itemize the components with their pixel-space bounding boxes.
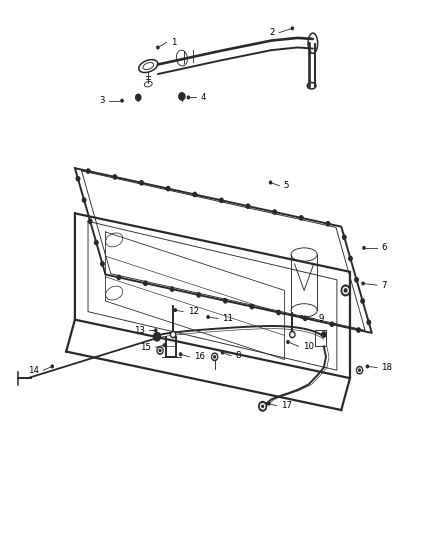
Circle shape [357,367,363,374]
Circle shape [290,332,295,338]
Circle shape [261,403,265,409]
Text: 2: 2 [269,28,275,37]
Circle shape [291,27,293,30]
Text: 4: 4 [201,93,206,102]
Circle shape [349,256,352,261]
Text: 9: 9 [318,314,324,323]
Circle shape [344,289,347,292]
Circle shape [362,282,364,285]
Circle shape [136,94,141,101]
Circle shape [170,332,176,338]
Circle shape [212,353,218,361]
Text: 11: 11 [223,314,233,323]
Text: 3: 3 [99,96,105,105]
Circle shape [153,333,160,341]
Circle shape [277,310,280,314]
Circle shape [268,402,270,405]
Circle shape [117,275,120,279]
Circle shape [174,309,177,311]
Text: 13: 13 [134,326,145,335]
Circle shape [291,333,293,336]
Circle shape [82,198,86,202]
Circle shape [86,169,90,173]
Circle shape [144,281,147,285]
Text: 10: 10 [303,342,314,351]
Circle shape [207,316,209,318]
Text: 6: 6 [381,244,387,253]
Text: 17: 17 [281,401,292,410]
Text: 8: 8 [236,351,241,360]
Circle shape [321,332,326,337]
Circle shape [223,298,227,303]
Circle shape [95,240,98,245]
Circle shape [357,328,360,332]
Circle shape [246,204,250,208]
Circle shape [269,181,272,184]
Circle shape [343,235,346,239]
Circle shape [341,285,350,296]
Circle shape [366,365,368,368]
Text: 16: 16 [194,352,205,361]
Circle shape [172,333,174,336]
Circle shape [301,316,303,318]
Circle shape [262,405,264,407]
Circle shape [163,344,166,346]
Text: 1: 1 [171,38,177,47]
Circle shape [359,369,360,371]
Circle shape [121,99,123,102]
Circle shape [213,355,216,359]
Circle shape [180,353,182,356]
Text: 18: 18 [381,363,392,372]
Circle shape [140,181,143,185]
Circle shape [193,192,197,197]
Circle shape [170,287,174,291]
Text: 7: 7 [381,280,387,289]
Circle shape [363,247,365,249]
Circle shape [51,365,53,368]
Circle shape [157,46,159,49]
Circle shape [343,287,348,294]
Circle shape [273,210,276,214]
Circle shape [113,175,117,179]
Circle shape [250,304,254,309]
Circle shape [358,368,361,372]
Circle shape [221,351,223,354]
Circle shape [326,222,330,226]
Circle shape [330,322,334,326]
Circle shape [155,329,157,332]
Circle shape [159,350,161,352]
Circle shape [367,320,371,325]
Circle shape [304,316,307,320]
Circle shape [158,349,162,353]
Circle shape [179,93,185,100]
Circle shape [219,198,223,203]
Circle shape [259,401,267,411]
Text: 14: 14 [28,366,39,375]
Text: 5: 5 [284,181,289,190]
Circle shape [166,187,170,191]
Text: 15: 15 [140,343,151,352]
Circle shape [157,347,163,354]
Circle shape [300,216,303,220]
Circle shape [76,176,80,181]
Text: 12: 12 [187,307,198,316]
Circle shape [88,219,92,223]
Circle shape [355,278,358,282]
Circle shape [361,299,364,303]
Circle shape [214,356,215,358]
Circle shape [187,96,190,99]
Circle shape [197,293,201,297]
Circle shape [287,341,289,343]
Circle shape [101,262,104,266]
